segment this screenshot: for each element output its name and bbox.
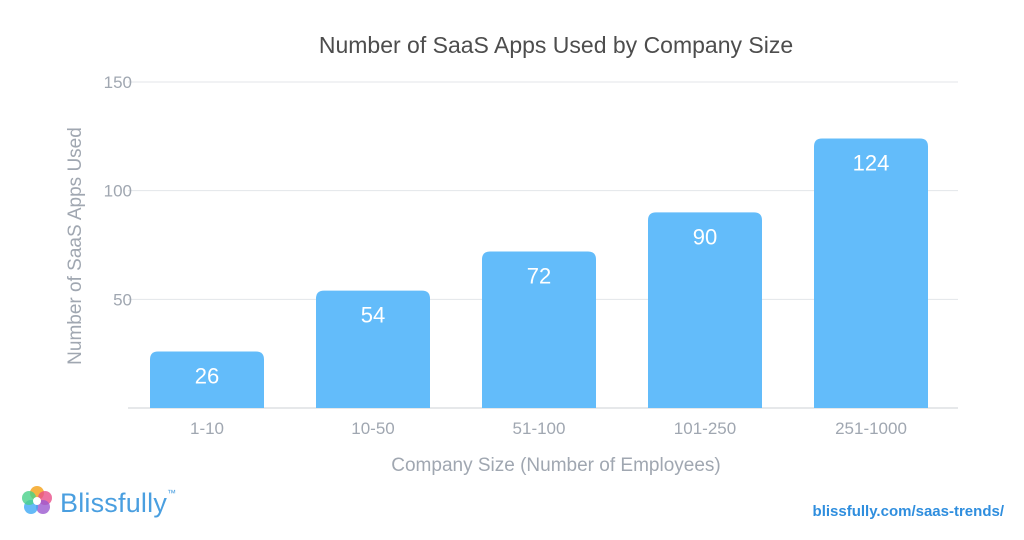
bar bbox=[648, 212, 762, 408]
x-tick-label: 51-100 bbox=[513, 419, 566, 438]
brand-name: Blissfully™ bbox=[60, 488, 176, 519]
y-axis-label: Number of SaaS Apps Used bbox=[65, 127, 86, 365]
bars: 26 54 72 90 124 bbox=[150, 138, 928, 409]
bar bbox=[814, 138, 928, 409]
x-axis-ticks: 1-10 10-50 51-100 101-250 251-1000 bbox=[190, 419, 907, 438]
chart-title: Number of SaaS Apps Used by Company Size bbox=[319, 32, 793, 58]
bar-value-label: 54 bbox=[361, 303, 385, 328]
bar-value-label: 90 bbox=[693, 224, 717, 249]
bar bbox=[316, 290, 430, 408]
bar-value-label: 72 bbox=[527, 264, 551, 289]
trademark: ™ bbox=[167, 488, 177, 498]
x-tick-label: 251-1000 bbox=[835, 419, 907, 438]
x-tick-label: 1-10 bbox=[190, 419, 224, 438]
bar-value-label: 26 bbox=[195, 363, 219, 388]
bar bbox=[150, 351, 264, 408]
y-tick-label: 100 bbox=[104, 182, 132, 201]
brand-text: Blissfully bbox=[60, 488, 168, 518]
y-axis-ticks: 50 100 150 bbox=[104, 73, 132, 309]
y-tick-label: 150 bbox=[104, 73, 132, 92]
x-axis-label: Company Size (Number of Employees) bbox=[391, 455, 720, 476]
x-tick-label: 101-250 bbox=[674, 419, 736, 438]
bar bbox=[482, 251, 596, 408]
source-link[interactable]: blissfully.com/saas-trends/ bbox=[812, 503, 1004, 520]
flower-logo-icon bbox=[20, 484, 54, 523]
bar-value-label: 124 bbox=[853, 151, 890, 176]
y-tick-label: 50 bbox=[113, 290, 132, 309]
x-tick-label: 10-50 bbox=[351, 419, 394, 438]
brand-logo: Blissfully™ bbox=[20, 484, 176, 523]
